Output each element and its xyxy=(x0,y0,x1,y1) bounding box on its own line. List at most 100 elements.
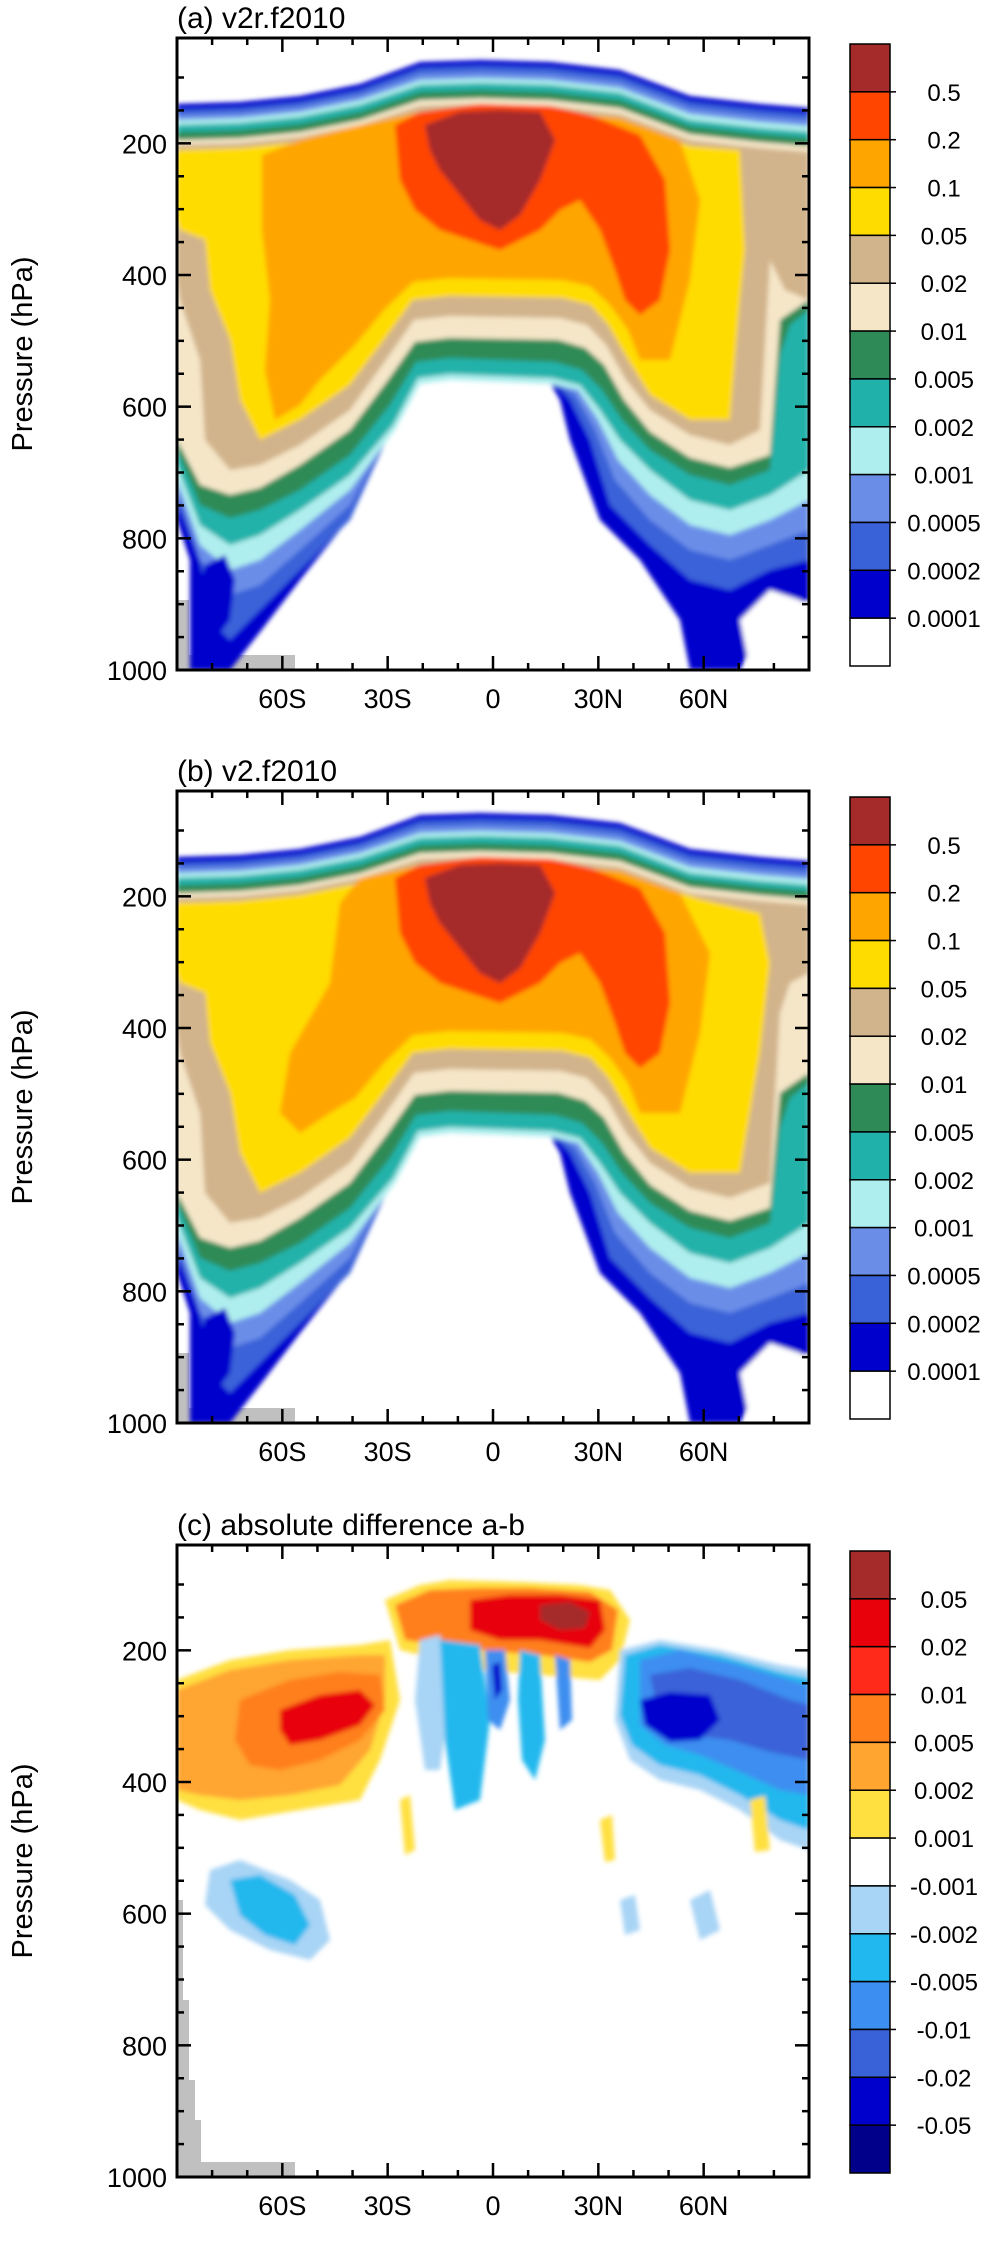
panel-c-neg-trop-0.01 xyxy=(492,1662,502,1700)
panel-c-pos-trop-0.02 xyxy=(540,1602,590,1630)
x-tick-label: 30N xyxy=(574,1437,624,1467)
colorbar-swatch xyxy=(849,1370,891,1420)
panel-c-neg-scatter xyxy=(620,1890,720,1940)
colorbar-label: 0.001 xyxy=(914,1826,974,1853)
panel-c-ylabel: Pressure (hPa) xyxy=(7,1763,39,1958)
colorbar-swatch xyxy=(849,1226,891,1277)
colorbar-label: 0.01 xyxy=(921,319,968,346)
x-tick-label: 60S xyxy=(258,684,306,714)
colorbar-label: 0.2 xyxy=(927,128,960,155)
colorbar-label: -0.01 xyxy=(917,2017,972,2044)
panel-a-ticks: 200 400 600 800 1000 60S 30S 0 30N 60N xyxy=(107,38,809,714)
colorbar-swatch xyxy=(849,234,891,284)
colorbar-swatch xyxy=(849,1693,891,1744)
colorbar-label: 0.001 xyxy=(914,463,974,490)
colorbar-label: 0.0002 xyxy=(907,558,980,585)
panel-b-hole-0.0001 xyxy=(740,1343,809,1423)
x-tick-label: 0 xyxy=(485,2191,500,2221)
colorbar-label: 0.0005 xyxy=(907,510,980,537)
panel-a-hole-0.0001 xyxy=(740,590,809,670)
colorbar-swatch xyxy=(849,891,891,942)
y-tick-label: 400 xyxy=(122,261,167,291)
panel-c-ticks: 200 400 600 800 1000 60S 30S 0 30N 60N xyxy=(107,1545,809,2221)
colorbar-label: 0.005 xyxy=(914,367,974,394)
y-tick-label: 800 xyxy=(122,1277,167,1307)
colorbar-label: 0.02 xyxy=(921,1635,968,1662)
colorbar-label: 0.001 xyxy=(914,1216,974,1243)
panel-b-title: (b) v2.f2010 xyxy=(177,755,337,788)
colorbar-swatch xyxy=(849,796,891,846)
colorbar-swatch xyxy=(849,91,891,141)
colorbar-label: -0.002 xyxy=(910,1922,978,1949)
colorbar-swatch xyxy=(849,1083,891,1133)
panel-c-neg-trop-0.002 xyxy=(440,1640,490,1810)
colorbar-swatch xyxy=(849,521,891,572)
panel-a-title: (a) v2r.f2010 xyxy=(177,2,345,35)
panel-b-level-0.5 xyxy=(425,863,555,983)
colorbar-swatch xyxy=(849,43,891,93)
colorbar-swatch xyxy=(849,282,891,332)
colorbar-swatch xyxy=(849,1322,891,1372)
colorbar-label: 0.1 xyxy=(927,176,960,203)
colorbar-label: 0.0005 xyxy=(907,1263,980,1290)
colorbar-label: 0.05 xyxy=(921,223,968,250)
colorbar-swatch xyxy=(849,617,891,667)
panel-c-neg-trop-2 xyxy=(518,1650,545,1780)
y-tick-label: 800 xyxy=(122,2031,167,2061)
y-tick-label: 400 xyxy=(122,1768,167,1798)
panel-c-contour-field xyxy=(177,1545,809,2177)
y-tick-label: 200 xyxy=(122,1636,167,1666)
panel-c-neg-trop-3 xyxy=(555,1655,572,1730)
colorbar-label: 0.02 xyxy=(921,271,968,298)
colorbar-swatch xyxy=(849,1598,891,1648)
colorbar-label: 0.005 xyxy=(914,1730,974,1757)
y-tick-label: 1000 xyxy=(107,2163,167,2193)
x-tick-label: 60N xyxy=(679,684,729,714)
colorbar-swatch xyxy=(849,1645,891,1696)
colorbar-swatch xyxy=(849,2028,891,2079)
x-tick-label: 0 xyxy=(485,684,500,714)
panel-c-colorbar: 0.05 0.02 0.01 0.005 0.002 0.001 -0.001 -0.002 -… xyxy=(849,1550,978,2174)
colorbar-label: -0.005 xyxy=(910,1970,978,1997)
x-tick-label: 60N xyxy=(679,2191,729,2221)
colorbar-label: 0.5 xyxy=(927,80,960,107)
panel-a-contour-field xyxy=(177,38,809,670)
colorbar-label: 0.2 xyxy=(927,881,960,908)
colorbar-label: 0.0001 xyxy=(907,1359,980,1386)
panel-c-neg-trop-0.001 xyxy=(415,1635,450,1770)
panel-a-colorbar: 0.5 0.2 0.1 0.05 0.02 0.01 0.005 0.002 0.001 0.00… xyxy=(849,43,981,667)
y-tick-label: 800 xyxy=(122,524,167,554)
colorbar-swatch xyxy=(849,1274,891,1325)
colorbar-swatch xyxy=(849,2076,891,2126)
colorbar-label: 0.0002 xyxy=(907,1311,980,1338)
colorbar-swatch xyxy=(849,1741,891,1791)
panel-c-pos-0.01 xyxy=(280,1690,375,1745)
x-tick-label: 60S xyxy=(258,2191,306,2221)
y-tick-label: 200 xyxy=(122,129,167,159)
colorbar-swatch xyxy=(849,987,891,1037)
colorbar-swatch xyxy=(849,939,891,990)
colorbar-swatch xyxy=(849,1837,891,1887)
x-tick-label: 0 xyxy=(485,1437,500,1467)
colorbar-swatch xyxy=(849,138,891,189)
colorbar-swatch xyxy=(849,1179,891,1229)
panel-b-colorbar: 0.5 0.2 0.1 0.05 0.02 0.01 0.005 0.002 0.001 0.00… xyxy=(849,796,981,1420)
y-tick-label: 600 xyxy=(122,1900,167,1930)
panel-c-neg-n-0.01 xyxy=(650,1668,809,1760)
panel-c-neg-n-0.02 xyxy=(640,1692,720,1742)
panel-c-missing-data xyxy=(177,1900,295,2177)
colorbar-swatch xyxy=(849,2124,891,2174)
panel-a-blob-0.0001 xyxy=(198,555,235,640)
colorbar-label: 0.01 xyxy=(921,1072,968,1099)
y-tick-label: 1000 xyxy=(107,1409,167,1439)
colorbar-label: 0.1 xyxy=(927,929,960,956)
panel-c: (c) absolute difference a-b xyxy=(7,1509,978,2221)
x-tick-label: 60S xyxy=(258,1437,306,1467)
y-tick-label: 200 xyxy=(122,882,167,912)
panel-c-neg-s-0.002 xyxy=(230,1875,310,1945)
colorbar-swatch xyxy=(849,1885,891,1935)
colorbar-label: 0.005 xyxy=(914,1120,974,1147)
colorbar-swatch xyxy=(849,1933,891,1983)
panel-c-title: (c) absolute difference a-b xyxy=(177,1509,525,1542)
